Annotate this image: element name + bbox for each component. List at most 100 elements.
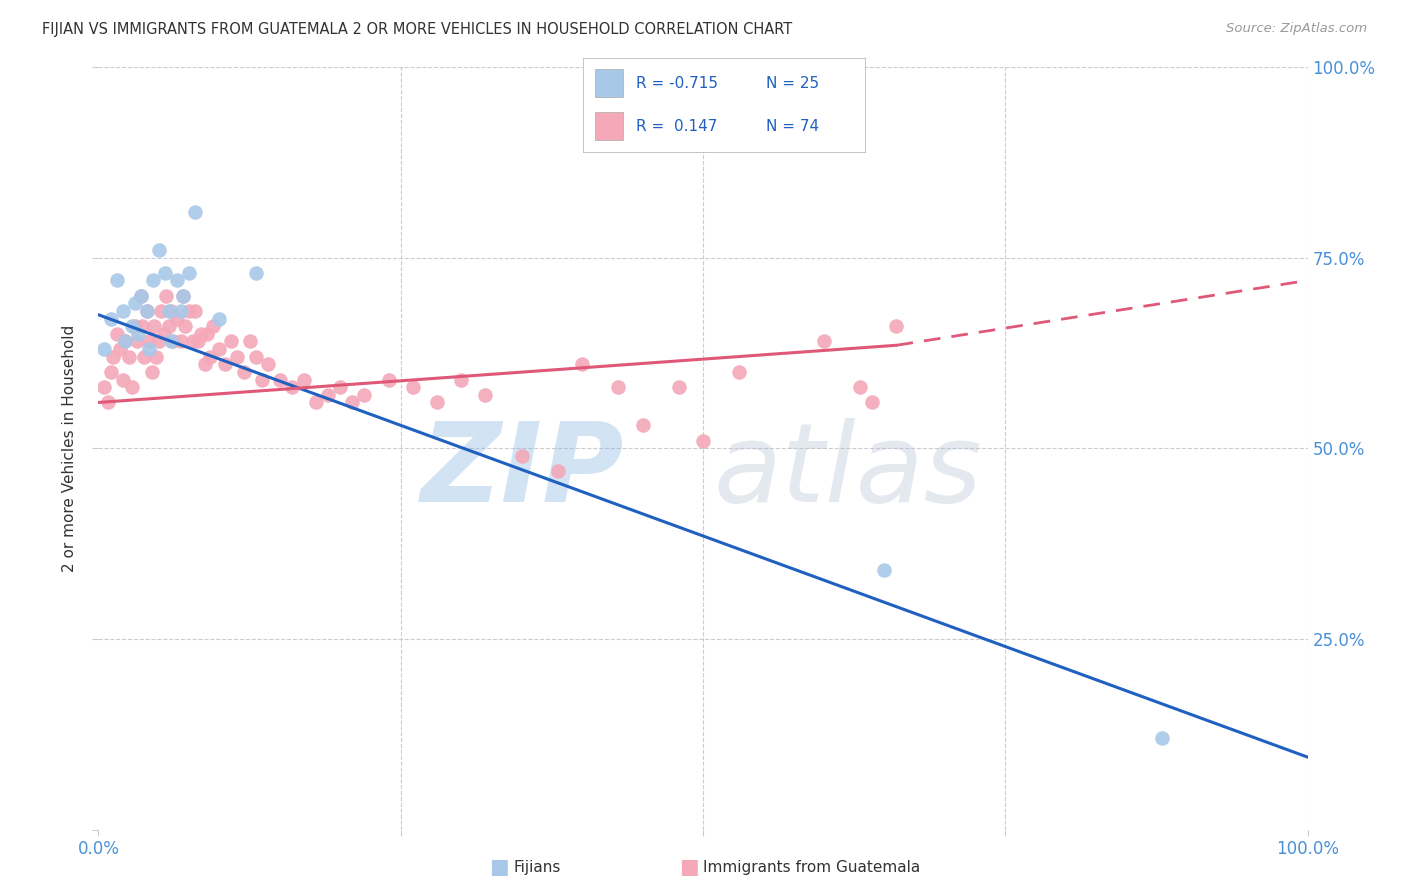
Text: atlas: atlas (714, 417, 983, 524)
Point (353, 388, 375, 402)
Point (402, 380, 425, 394)
Text: Immigrants from Guatemala: Immigrants from Guatemala (703, 860, 921, 874)
Text: ZIP: ZIP (420, 417, 624, 524)
Point (728, 365, 751, 379)
Point (169, 334, 191, 349)
Point (281, 380, 304, 394)
Point (142, 273, 165, 287)
Point (127, 326, 149, 341)
Point (873, 563, 896, 577)
Point (886, 319, 908, 334)
Point (124, 319, 146, 334)
Point (813, 334, 835, 349)
Point (100, 365, 122, 379)
Point (143, 319, 166, 334)
Point (101, 350, 124, 364)
Point (377, 373, 399, 387)
Y-axis label: 2 or more Vehicles in Household: 2 or more Vehicles in Household (62, 325, 77, 572)
Point (172, 289, 194, 303)
Point (157, 304, 180, 318)
Point (131, 319, 153, 334)
Point (162, 334, 184, 349)
Point (195, 326, 218, 341)
Point (157, 319, 180, 334)
Point (174, 319, 197, 334)
Point (510, 449, 533, 463)
Point (108, 342, 131, 356)
Point (169, 304, 191, 318)
Point (148, 243, 170, 257)
Point (221, 334, 243, 349)
Point (316, 388, 339, 402)
Point (1152, 731, 1174, 745)
Point (849, 380, 872, 394)
Point (118, 350, 141, 364)
Text: Source: ZipAtlas.com: Source: ZipAtlas.com (1226, 22, 1367, 36)
Point (134, 350, 156, 364)
Point (607, 380, 630, 394)
Point (114, 334, 136, 349)
Point (256, 357, 278, 371)
Point (547, 464, 569, 478)
Point (184, 204, 207, 219)
Point (172, 289, 194, 303)
Point (166, 311, 188, 326)
Point (111, 304, 134, 318)
Point (474, 388, 496, 402)
Point (342, 395, 364, 409)
Point (114, 334, 136, 349)
Point (668, 380, 690, 394)
Point (190, 326, 212, 341)
Point (179, 266, 201, 280)
Point (187, 334, 209, 349)
Point (124, 296, 146, 310)
Point (100, 311, 122, 326)
Text: N = 74: N = 74 (766, 119, 820, 134)
Point (135, 304, 157, 318)
Point (145, 350, 167, 364)
Text: FIJIAN VS IMMIGRANTS FROM GUATEMALA 2 OR MORE VEHICLES IN HOUSEHOLD CORRELATION : FIJIAN VS IMMIGRANTS FROM GUATEMALA 2 OR… (42, 22, 793, 37)
Point (329, 380, 352, 394)
Point (150, 304, 173, 318)
Point (160, 304, 183, 318)
Point (179, 304, 201, 318)
Point (153, 266, 176, 280)
Point (245, 266, 267, 280)
Point (198, 350, 221, 364)
Point (269, 373, 291, 387)
Point (202, 319, 225, 334)
Point (129, 289, 152, 303)
Point (105, 273, 128, 287)
Point (138, 334, 160, 349)
Point (105, 326, 128, 341)
Point (127, 334, 149, 349)
Point (194, 357, 217, 371)
Point (631, 418, 654, 433)
Bar (595, 112, 623, 140)
Point (426, 395, 449, 409)
Point (208, 342, 231, 356)
Point (160, 334, 183, 349)
Point (135, 304, 157, 318)
Point (214, 357, 236, 371)
Point (155, 289, 177, 303)
Bar (595, 70, 623, 97)
Text: ■: ■ (489, 857, 509, 877)
Point (166, 273, 188, 287)
Point (239, 334, 262, 349)
Point (148, 334, 170, 349)
Point (571, 357, 593, 371)
Point (450, 373, 472, 387)
Point (232, 365, 254, 379)
Point (97, 395, 120, 409)
Point (250, 373, 273, 387)
Point (111, 373, 134, 387)
Point (152, 326, 174, 341)
Point (305, 395, 328, 409)
Point (208, 311, 231, 326)
Point (184, 304, 207, 318)
Point (245, 350, 267, 364)
Point (129, 289, 152, 303)
Point (141, 365, 163, 379)
Point (93, 342, 115, 356)
